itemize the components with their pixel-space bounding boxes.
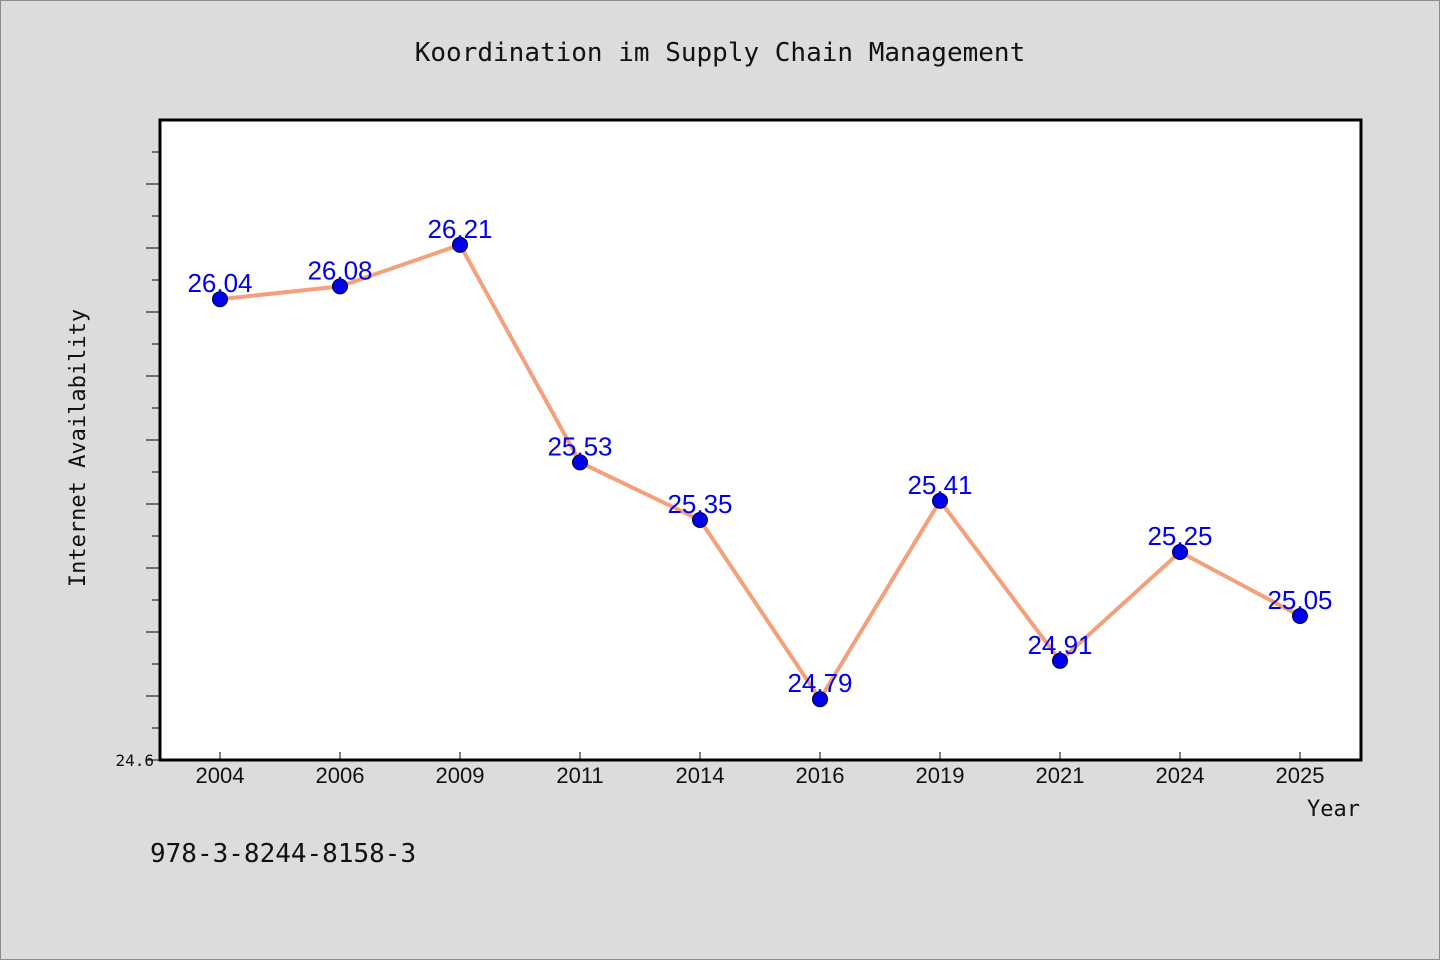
data-point — [452, 236, 468, 253]
data-label: 25.25 — [1147, 521, 1212, 551]
data-point — [812, 691, 828, 708]
data-label: 26.21 — [427, 214, 492, 244]
data-point — [572, 454, 588, 471]
x-axis-label: Year — [1307, 797, 1360, 822]
x-axis-ticks: 2004 2006 2009 2011 2014 2016 2019 2021 2024 2025 — [196, 752, 1325, 788]
x-tick-label: 2024 — [1156, 763, 1205, 788]
x-tick-label: 2016 — [796, 763, 845, 788]
data-point — [1052, 652, 1068, 669]
series-group — [212, 236, 1308, 708]
data-label: 26.04 — [187, 268, 252, 298]
data-label: 24.79 — [787, 668, 852, 698]
x-tick-label: 2021 — [1036, 763, 1085, 788]
y-axis-ticks: 24.6 — [115, 151, 160, 770]
x-tick-label: 2009 — [436, 763, 485, 788]
series-line — [219, 242, 1301, 702]
y-axis-label: Internet Availability — [66, 309, 91, 587]
data-point — [212, 291, 228, 308]
data-label: 25.53 — [547, 431, 612, 461]
data-label: 25.05 — [1267, 585, 1332, 615]
isbn-footer: 978-3-8244-8158-3 — [150, 839, 416, 869]
data-label: 25.41 — [907, 470, 972, 500]
data-label: 26.08 — [307, 255, 372, 285]
data-point — [692, 512, 708, 528]
y-tick-label: 24.6 — [115, 751, 154, 770]
plot-area — [158, 118, 1363, 762]
data-point — [932, 492, 948, 509]
x-tick-label: 2019 — [916, 763, 965, 788]
x-tick-label: 2025 — [1276, 763, 1325, 788]
data-point — [1292, 608, 1308, 624]
x-tick-label: 2006 — [316, 763, 365, 788]
chart-title: Koordination im Supply Chain Management — [415, 38, 1025, 68]
x-tick-label: 2011 — [556, 763, 603, 788]
x-tick-label: 2004 — [196, 763, 245, 788]
data-label: 25.35 — [667, 489, 732, 519]
data-point — [332, 278, 348, 295]
data-point — [1172, 544, 1188, 560]
data-labels: 26.04 26.08 26.21 25.53 25.35 24.79 25.41 24.91… — [187, 214, 1332, 698]
data-label: 24.91 — [1027, 630, 1092, 660]
x-tick-label: 2014 — [676, 763, 725, 788]
